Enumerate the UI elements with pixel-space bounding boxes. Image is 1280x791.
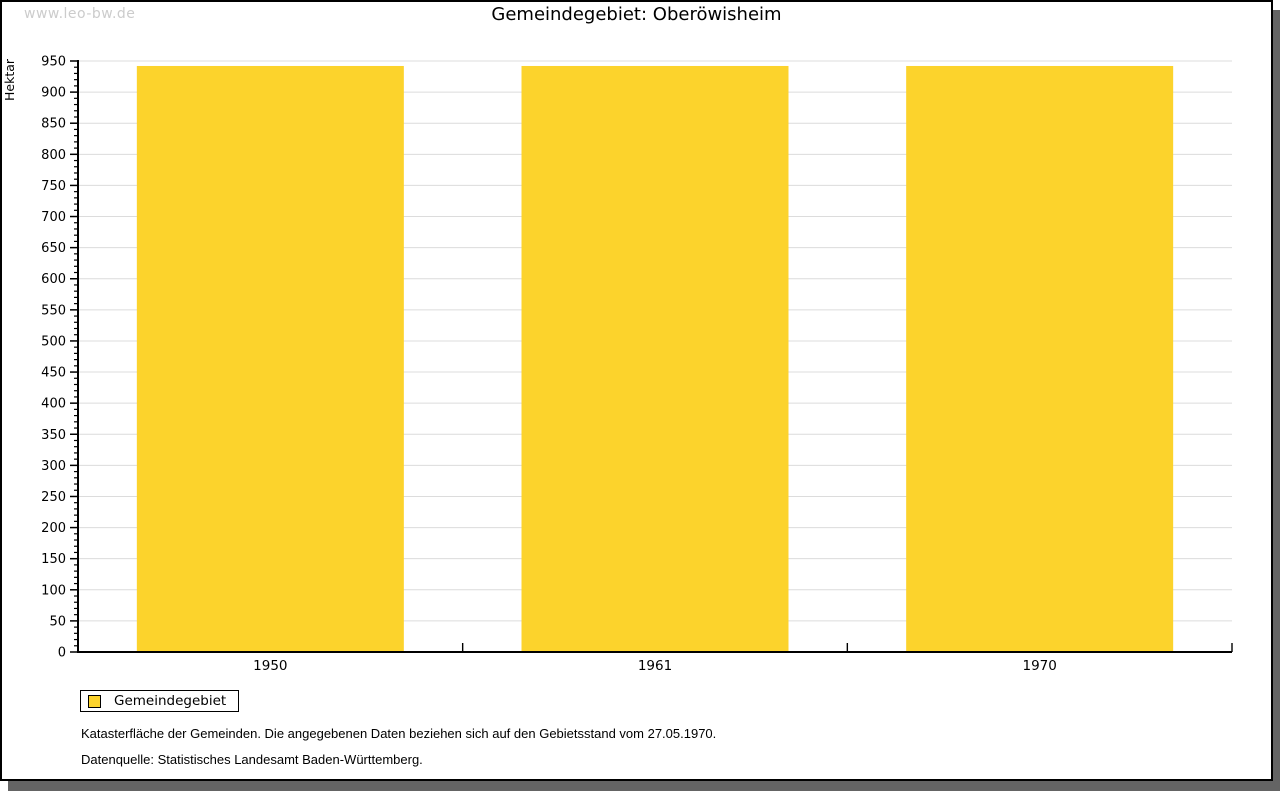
y-tick-label: 650 [41, 241, 66, 256]
y-tick-label: 750 [41, 179, 66, 194]
bar-1950 [136, 65, 404, 653]
y-tick-label: 0 [58, 646, 66, 661]
x-tick-label: 1961 [638, 658, 672, 674]
y-tick-label: 150 [41, 552, 66, 567]
bar-1970 [906, 65, 1174, 653]
legend-swatch [88, 694, 101, 708]
y-tick-label: 100 [41, 583, 66, 598]
legend-label: Gemeindegebiet [114, 693, 227, 709]
y-tick-label: 450 [41, 366, 66, 381]
footnote-line1: Katasterfläche der Gemeinden. Die angege… [81, 726, 717, 741]
y-tick-label: 500 [41, 334, 66, 349]
x-tick-label: 1970 [1022, 658, 1056, 674]
y-tick-label: 350 [41, 428, 66, 443]
y-tick-label: 900 [41, 86, 66, 101]
watermark: www.leo-bw.de [24, 6, 136, 22]
y-tick-label: 250 [41, 490, 66, 505]
bar-1961 [521, 65, 789, 653]
y-tick-label: 600 [41, 272, 66, 287]
page-title: Gemeindegebiet: Oberöwisheim [491, 4, 782, 25]
y-tick-label: 950 [41, 55, 66, 70]
y-tick-label: 800 [41, 148, 66, 163]
y-tick-label: 50 [49, 614, 66, 629]
y-tick-label: 300 [41, 459, 66, 474]
y-tick-label: 850 [41, 117, 66, 132]
chart-svg: 0 50 100 150 200 250 300 350 400 450 500 550 600 650 7… [2, 55, 1233, 674]
y-tick-label: 200 [41, 521, 66, 536]
y-axis-title: Hektar [2, 58, 17, 101]
y-tick-label: 700 [41, 210, 66, 225]
y-tick-label: 400 [41, 397, 66, 412]
footnote-line2: Datenquelle: Statistisches Landesamt Bad… [81, 752, 423, 767]
legend: Gemeindegebiet [80, 690, 240, 712]
y-tick-label: 550 [41, 303, 66, 318]
x-tick-label: 1950 [253, 658, 287, 674]
